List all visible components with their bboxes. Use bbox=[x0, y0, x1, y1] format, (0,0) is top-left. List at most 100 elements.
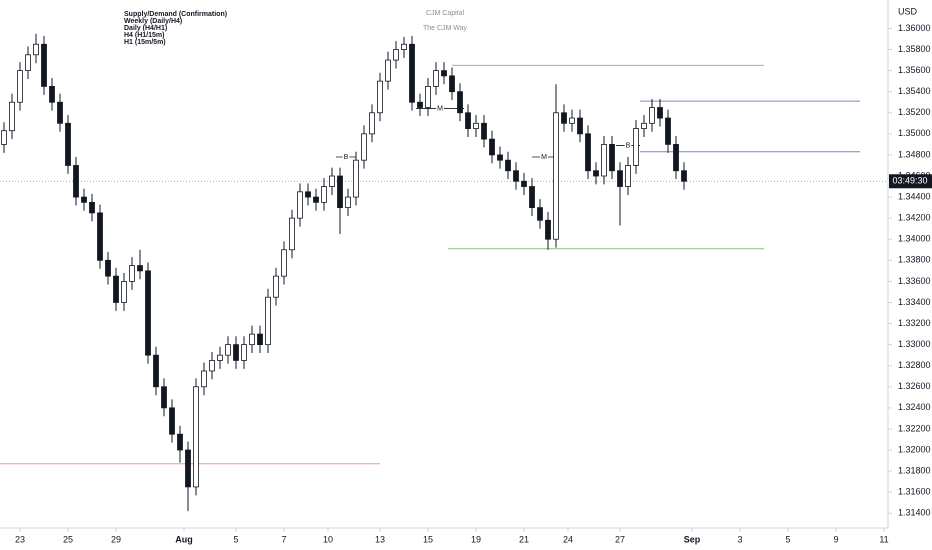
candle-body bbox=[345, 196, 351, 209]
candle-body bbox=[633, 128, 639, 166]
candle-body bbox=[401, 43, 407, 50]
y-tick-label: 1.31600 bbox=[898, 487, 931, 497]
x-tick-label: 13 bbox=[375, 534, 385, 544]
x-tick-label: 19 bbox=[471, 534, 481, 544]
y-tick-label: 1.35200 bbox=[898, 107, 931, 117]
candle-body bbox=[377, 80, 383, 114]
y-tick-label: 1.32000 bbox=[898, 444, 931, 454]
y-tick-label: 1.34800 bbox=[898, 149, 931, 159]
candle-body bbox=[273, 275, 279, 298]
candle-body bbox=[89, 201, 95, 214]
x-tick-label: 11 bbox=[879, 534, 888, 544]
candle-body bbox=[537, 207, 543, 221]
candle-body bbox=[585, 133, 591, 172]
candle-body bbox=[465, 112, 471, 129]
y-tick-label: 1.33000 bbox=[898, 339, 931, 349]
candle-body bbox=[17, 70, 23, 103]
x-tick-label: 21 bbox=[519, 534, 529, 544]
candle-body bbox=[473, 122, 479, 129]
marker-label: M bbox=[541, 154, 547, 161]
x-tick-label: 15 bbox=[423, 534, 433, 544]
candle-body bbox=[185, 449, 191, 488]
x-tick-label: 29 bbox=[111, 534, 121, 544]
candle-body bbox=[641, 122, 647, 129]
candle-body bbox=[177, 433, 183, 451]
candle-body bbox=[369, 112, 375, 135]
x-tick-label: 3 bbox=[737, 534, 742, 544]
y-tick-label: 1.34000 bbox=[898, 234, 931, 244]
candle-body bbox=[9, 101, 15, 132]
candle-body bbox=[561, 112, 567, 124]
y-tick-label: 1.35600 bbox=[898, 65, 931, 75]
x-tick-label: 5 bbox=[233, 534, 238, 544]
countdown: 03:49:30 bbox=[892, 176, 927, 186]
candle-body bbox=[601, 143, 607, 177]
marker-label: B bbox=[626, 142, 631, 149]
y-tick-label: 1.32400 bbox=[898, 402, 931, 412]
candle-body bbox=[65, 122, 71, 166]
candle-body bbox=[489, 138, 495, 156]
candle-body bbox=[41, 43, 47, 87]
x-tick-label: Sep bbox=[684, 534, 701, 544]
candle-body bbox=[241, 344, 247, 361]
legend-line: H4 (H1/15m) bbox=[124, 32, 164, 39]
candle-body bbox=[577, 117, 583, 135]
candle-body bbox=[233, 344, 239, 361]
candle-body bbox=[257, 333, 263, 346]
candle-body bbox=[225, 344, 231, 356]
candle-body bbox=[265, 296, 271, 346]
x-tick-label: 7 bbox=[281, 534, 286, 544]
candle-body bbox=[321, 186, 327, 203]
candle-body bbox=[609, 143, 615, 172]
candle-body bbox=[673, 143, 679, 172]
x-tick-label: 24 bbox=[563, 534, 573, 544]
legend-line: Daily (H4/H1) bbox=[124, 25, 167, 32]
legend-line: Weekly (Daily/H4) bbox=[124, 18, 182, 25]
candle-body bbox=[409, 43, 415, 103]
candle-body bbox=[665, 117, 671, 145]
candle-body bbox=[249, 333, 255, 346]
candle-body bbox=[385, 59, 391, 82]
candle-body bbox=[393, 49, 399, 61]
x-tick-label: 25 bbox=[63, 534, 73, 544]
candle-body bbox=[553, 112, 559, 240]
x-tick-label: 23 bbox=[15, 534, 25, 544]
candle-body bbox=[305, 191, 311, 198]
candle-body bbox=[529, 186, 535, 209]
candle-body bbox=[521, 180, 527, 187]
marker-label: B bbox=[344, 154, 349, 161]
candle-body bbox=[201, 370, 207, 388]
candle-body bbox=[113, 275, 119, 303]
candle-body bbox=[625, 165, 631, 187]
y-tick-label: 1.32200 bbox=[898, 423, 931, 433]
x-tick-label: 10 bbox=[323, 534, 333, 544]
candle-body bbox=[481, 122, 487, 140]
y-tick-label: 1.32600 bbox=[898, 381, 931, 391]
candle-body bbox=[681, 170, 687, 182]
y-tick-label: 1.34200 bbox=[898, 213, 931, 223]
countdown-box bbox=[889, 174, 932, 189]
y-tick-label: 1.35400 bbox=[898, 86, 931, 96]
candle-body bbox=[497, 154, 503, 161]
candle-body bbox=[81, 196, 87, 203]
candle-body bbox=[569, 117, 575, 124]
y-tick-label: 1.33400 bbox=[898, 297, 931, 307]
y-tick-label: 1.31800 bbox=[898, 465, 931, 475]
candle-body bbox=[313, 196, 319, 203]
candle-body bbox=[433, 70, 439, 87]
candle-body bbox=[97, 212, 103, 261]
candle-body bbox=[169, 407, 175, 435]
y-tick-label: 1.33200 bbox=[898, 318, 931, 328]
candle-body bbox=[281, 249, 287, 277]
legend-line: H1 (15m/5m) bbox=[124, 39, 166, 46]
candle-body bbox=[153, 354, 159, 388]
candle-body bbox=[329, 175, 335, 187]
candle-body bbox=[57, 101, 63, 124]
candle-body bbox=[505, 159, 511, 172]
candle-body bbox=[649, 107, 655, 124]
y-tick-label: 1.32800 bbox=[898, 360, 931, 370]
candle-body bbox=[121, 280, 127, 303]
candle-body bbox=[49, 86, 55, 103]
